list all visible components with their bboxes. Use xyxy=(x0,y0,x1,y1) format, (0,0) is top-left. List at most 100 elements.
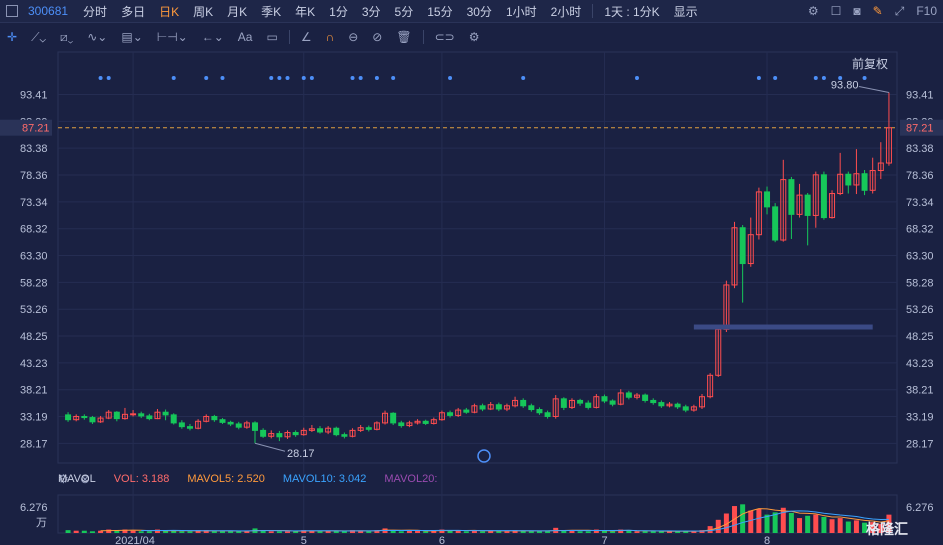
xtick-label: 6 xyxy=(439,535,445,545)
candle-body xyxy=(747,234,754,265)
candle-body xyxy=(674,403,681,408)
ytick-left: 28.17 xyxy=(20,438,48,450)
tab-10[interactable]: 15分 xyxy=(427,4,453,19)
candle-body xyxy=(260,429,267,437)
current-price-tag-left xyxy=(0,119,52,136)
display-menu[interactable]: 显示 xyxy=(673,4,698,19)
candle-body xyxy=(699,396,706,408)
candle-body xyxy=(414,420,421,424)
ytick-right: 58.28 xyxy=(906,277,934,289)
tab-0[interactable]: 分时 xyxy=(83,4,108,19)
volume-bar xyxy=(390,530,396,533)
candle-body xyxy=(593,396,600,408)
ytick-right: 38.21 xyxy=(906,385,934,397)
candle-body xyxy=(837,173,844,195)
ytick-left: 53.26 xyxy=(20,304,48,316)
magnet-icon[interactable]: ∩ xyxy=(325,30,335,44)
lock-icon[interactable]: ⊖ xyxy=(348,30,359,44)
candle-body xyxy=(365,427,372,430)
volume-bar xyxy=(431,530,437,533)
camera-icon[interactable]: ◙ xyxy=(853,4,861,18)
checkbox-icon[interactable]: ☐ xyxy=(830,4,842,18)
tab-9[interactable]: 5分 xyxy=(394,4,414,19)
volume-bar xyxy=(634,531,640,533)
tab-11[interactable]: 30分 xyxy=(466,4,492,19)
tab-6[interactable]: 年K xyxy=(295,4,316,19)
ruler-icon[interactable]: ∠ xyxy=(300,30,312,44)
candle-body xyxy=(780,179,787,241)
period-select[interactable]: 1天 : 1分K xyxy=(604,4,660,19)
volume-bar xyxy=(740,504,746,533)
candle-body xyxy=(398,422,405,427)
event-marker-dot xyxy=(106,76,111,80)
candle-body xyxy=(373,422,380,430)
volume-bar xyxy=(496,530,502,533)
volume-bar xyxy=(585,531,591,533)
line-tool-icon[interactable]: ⟋⌄ xyxy=(31,29,46,44)
tab-8[interactable]: 3分 xyxy=(361,4,381,19)
adjust-mode[interactable]: 前复权 xyxy=(852,57,889,71)
max-price-label: 93.80 xyxy=(831,79,859,91)
current-price-label-right: 87.21 xyxy=(906,123,934,135)
xtick-label: 2021/04 xyxy=(115,535,155,545)
hide-icon[interactable]: ⊘ xyxy=(372,30,383,44)
candle-body xyxy=(853,173,860,186)
candle-body xyxy=(690,406,697,411)
candle-body xyxy=(528,405,535,411)
candle-body xyxy=(406,422,413,427)
candle-body xyxy=(211,415,218,421)
panel-toggle-icon[interactable] xyxy=(6,5,18,17)
mavol10-line xyxy=(141,510,889,532)
pen-icon[interactable]: ✎ xyxy=(872,4,883,18)
event-marker-dot xyxy=(521,76,526,80)
candle-body xyxy=(178,422,185,428)
candle-body xyxy=(138,413,145,417)
candle-body xyxy=(121,413,128,420)
tab-7[interactable]: 1分 xyxy=(329,4,348,19)
candle-body xyxy=(601,396,608,402)
volume-bar xyxy=(130,530,136,533)
range-tool-icon[interactable]: ⊢⊣⌄ xyxy=(156,30,188,44)
volume-bar xyxy=(211,531,217,533)
tab-4[interactable]: 月K xyxy=(227,4,248,19)
volume-bar xyxy=(805,515,811,533)
tab-5[interactable]: 季K xyxy=(261,4,282,19)
candle-body xyxy=(300,429,307,436)
tab-2[interactable]: 日K xyxy=(159,4,180,19)
fib-tool-icon[interactable]: ▤⌄ xyxy=(121,30,143,44)
link-icon[interactable]: ⊂⊃ xyxy=(434,30,455,44)
candle-body xyxy=(81,415,88,419)
volume-bar xyxy=(780,507,786,533)
volume-bar xyxy=(447,530,453,533)
candle-body xyxy=(390,412,397,424)
volume-bar xyxy=(626,530,632,533)
candle-body xyxy=(650,399,657,404)
candle-body xyxy=(203,415,210,422)
f10-button[interactable]: F10 xyxy=(916,4,937,18)
settings-icon[interactable]: ⚙ xyxy=(468,30,480,44)
tab-12[interactable]: 1小时 xyxy=(505,4,537,19)
volume-bar xyxy=(260,530,266,533)
candle-body xyxy=(471,405,478,413)
tab-3[interactable]: 周K xyxy=(193,4,214,19)
ytick-left: 93.41 xyxy=(20,90,48,102)
tab-1[interactable]: 多日 xyxy=(121,4,146,19)
wave-tool-icon[interactable]: ∿⌄ xyxy=(87,30,108,44)
candle-body xyxy=(146,415,153,420)
tab-13[interactable]: 2小时 xyxy=(550,4,582,19)
trash-icon[interactable]: 🗑 xyxy=(396,30,412,44)
comment-icon[interactable]: ▭ xyxy=(266,30,278,44)
channel-tool-icon[interactable]: ⧄⌄ xyxy=(59,29,74,44)
candle-body xyxy=(520,399,527,407)
candle-body xyxy=(812,174,819,216)
indicator-name[interactable]: MAVOL xyxy=(58,473,96,485)
candle-body xyxy=(585,402,592,408)
candle-body xyxy=(479,405,486,410)
crosshair-icon[interactable]: ✛ xyxy=(7,30,18,44)
arrow-tool-icon[interactable]: ←⌄ xyxy=(201,30,224,44)
scroll-anchor-icon xyxy=(477,449,491,463)
candle-body xyxy=(682,406,689,411)
gear-icon[interactable]: ⚙ xyxy=(807,4,819,18)
expand-icon[interactable]: ⤢ xyxy=(894,3,905,18)
text-tool[interactable]: Aa xyxy=(237,30,253,44)
